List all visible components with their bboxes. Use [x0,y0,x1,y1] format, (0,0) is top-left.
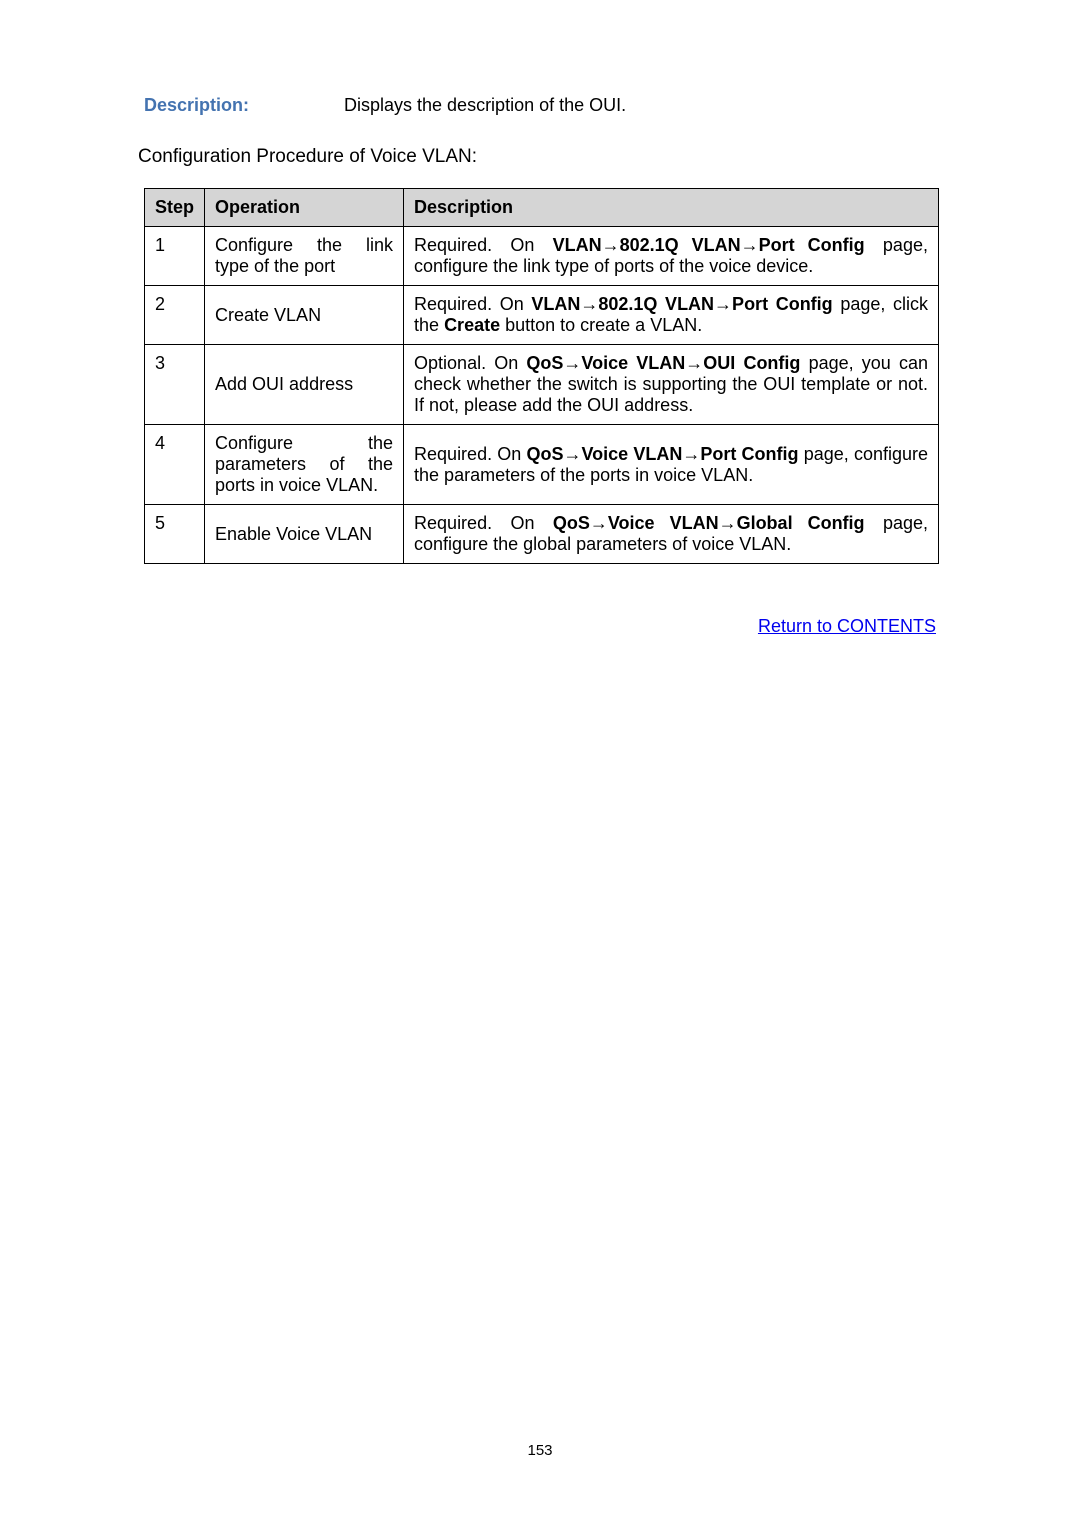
table-row: 2 Create VLAN Required. On VLAN→802.1Q V… [145,286,939,345]
page-number: 153 [527,1442,552,1459]
operation-cell: Enable Voice VLAN [205,505,404,564]
table-row: 4 Configure the parameters of the ports … [145,425,939,505]
table-row: 5 Enable Voice VLAN Required. On QoS→Voi… [145,505,939,564]
operation-cell: Add OUI address [205,345,404,425]
description-cell: Required. On QoS→Voice VLAN→Global Confi… [404,505,939,564]
step-cell: 5 [145,505,205,564]
description-cell: Optional. On QoS→Voice VLAN→OUI Config p… [404,345,939,425]
description-value: Displays the description of the OUI. [344,95,626,116]
description-label: Description: [144,95,344,116]
table-header-row: Step Operation Description [145,189,939,227]
operation-cell: Configure the link type of the port [205,227,404,286]
description-cell: Required. On VLAN→802.1Q VLAN→Port Confi… [404,227,939,286]
description-cell: Required. On VLAN→802.1Q VLAN→Port Confi… [404,286,939,345]
operation-cell: Configure the parameters of the ports in… [205,425,404,505]
step-cell: 2 [145,286,205,345]
table-row: 3 Add OUI address Optional. On QoS→Voice… [145,345,939,425]
description-field-row: Description: Displays the description of… [124,95,956,116]
operation-cell: Create VLAN [205,286,404,345]
description-cell: Required. On QoS→Voice VLAN→Port Config … [404,425,939,505]
step-cell: 3 [145,345,205,425]
header-description: Description [404,189,939,227]
config-procedure-table: Step Operation Description 1 Configure t… [144,188,939,564]
section-title: Configuration Procedure of Voice VLAN: [138,146,956,168]
header-step: Step [145,189,205,227]
return-to-contents-link[interactable]: Return to CONTENTS [758,616,936,637]
header-operation: Operation [205,189,404,227]
table-row: 1 Configure the link type of the port Re… [145,227,939,286]
step-cell: 1 [145,227,205,286]
step-cell: 4 [145,425,205,505]
